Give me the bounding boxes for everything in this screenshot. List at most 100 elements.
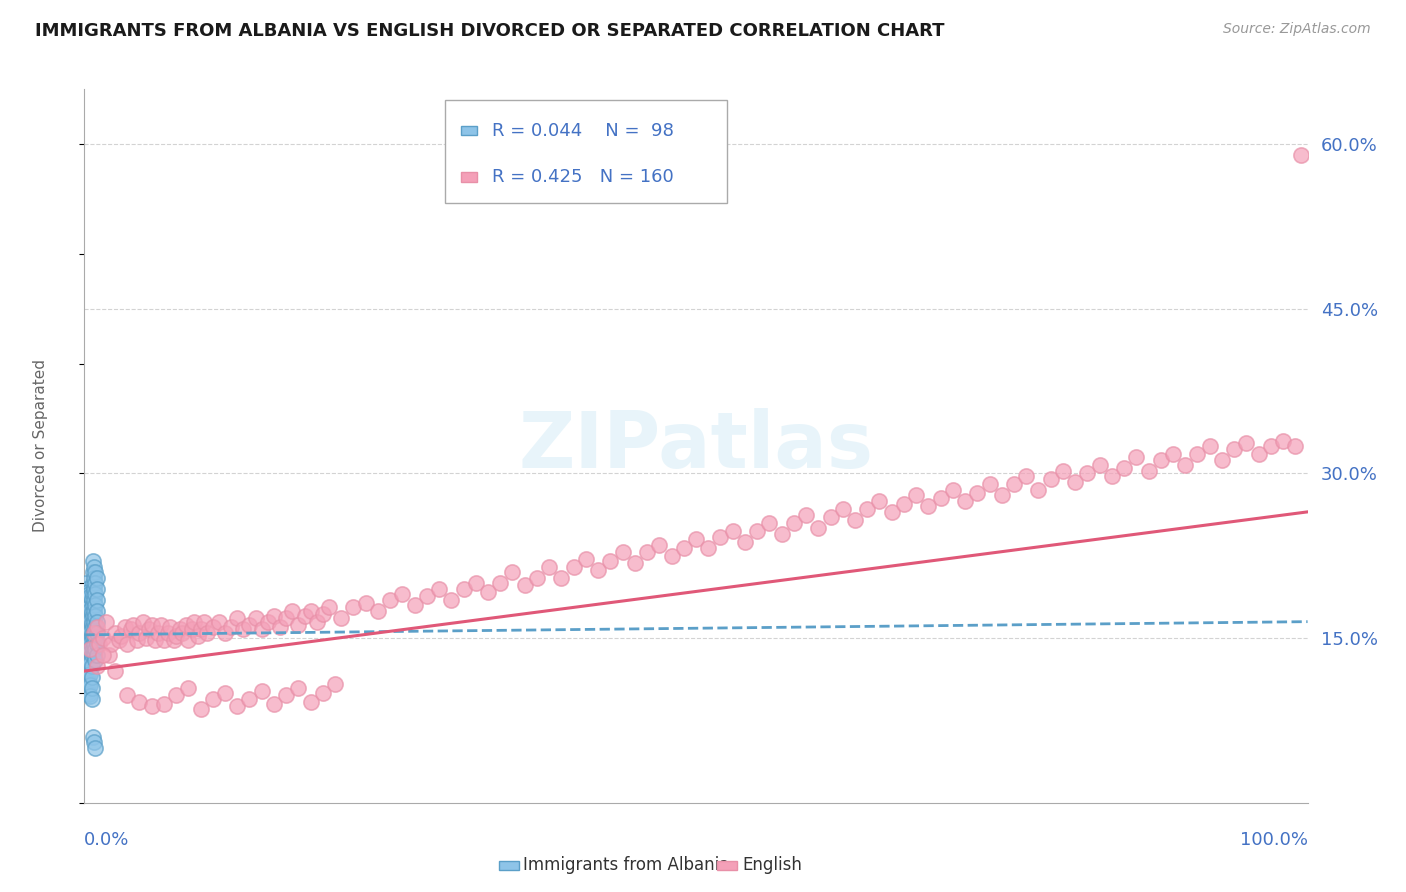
Point xyxy=(110,629,132,643)
Point xyxy=(76,672,98,686)
Point xyxy=(75,681,97,695)
Point xyxy=(165,688,187,702)
Point xyxy=(146,625,169,640)
Point xyxy=(77,665,100,680)
Point xyxy=(77,623,100,637)
Point xyxy=(83,625,105,640)
Point xyxy=(312,686,335,700)
Point xyxy=(80,615,103,630)
Point xyxy=(104,664,127,678)
Point xyxy=(84,620,107,634)
Point xyxy=(453,582,475,596)
Point xyxy=(86,582,108,596)
Point xyxy=(869,494,891,508)
Point xyxy=(77,676,100,690)
Point xyxy=(312,607,335,621)
Point xyxy=(844,512,866,526)
Point xyxy=(77,652,100,666)
Point xyxy=(1076,467,1098,481)
Point xyxy=(77,640,100,655)
Point xyxy=(77,631,100,645)
Point xyxy=(299,604,322,618)
Point xyxy=(208,615,231,629)
Point xyxy=(1150,453,1173,467)
Point xyxy=(86,615,108,629)
Point xyxy=(1198,439,1220,453)
Point xyxy=(77,687,100,701)
Point xyxy=(77,643,100,657)
Point xyxy=(77,620,100,634)
Point xyxy=(77,609,100,624)
Point xyxy=(91,631,114,645)
Point xyxy=(77,685,100,699)
Point xyxy=(367,604,389,618)
Point xyxy=(966,486,988,500)
Point xyxy=(141,618,163,632)
Point xyxy=(195,625,218,640)
Point xyxy=(747,524,769,538)
Point xyxy=(115,688,138,702)
Point xyxy=(80,691,103,706)
Point xyxy=(648,538,671,552)
Point xyxy=(83,648,105,662)
Point xyxy=(181,623,204,637)
Point xyxy=(80,681,103,695)
Point xyxy=(79,624,101,639)
Point xyxy=(575,552,598,566)
Point xyxy=(84,609,107,624)
Point xyxy=(586,563,609,577)
Point xyxy=(214,625,236,640)
Point xyxy=(404,598,426,612)
Point xyxy=(770,526,793,541)
Point xyxy=(183,615,205,629)
Point xyxy=(330,611,353,625)
Point xyxy=(697,541,720,555)
Point xyxy=(86,625,108,640)
Point xyxy=(893,497,915,511)
Point xyxy=(599,554,621,568)
Point xyxy=(979,477,1001,491)
Point xyxy=(513,578,536,592)
Point xyxy=(721,524,744,538)
Point xyxy=(1260,439,1282,453)
Point xyxy=(79,645,101,659)
Point xyxy=(1015,468,1038,483)
FancyBboxPatch shape xyxy=(461,126,477,136)
Point xyxy=(76,682,98,697)
Point xyxy=(84,653,107,667)
Point xyxy=(502,566,524,580)
Point xyxy=(1137,464,1160,478)
Point xyxy=(276,611,298,625)
Point xyxy=(83,735,105,749)
Point xyxy=(391,587,413,601)
Point xyxy=(1088,458,1111,472)
Point xyxy=(141,699,163,714)
Text: Source: ZipAtlas.com: Source: ZipAtlas.com xyxy=(1223,22,1371,37)
Point xyxy=(143,633,166,648)
Point xyxy=(80,605,103,619)
Point xyxy=(250,683,273,698)
Point xyxy=(84,576,107,591)
Point xyxy=(80,626,103,640)
Point xyxy=(76,649,98,664)
Point xyxy=(84,566,107,580)
Point xyxy=(120,623,142,637)
Point xyxy=(263,697,285,711)
Point xyxy=(1052,464,1074,478)
Point xyxy=(477,585,499,599)
Point xyxy=(1174,458,1197,472)
Point xyxy=(1064,475,1087,490)
Point xyxy=(115,637,138,651)
Point xyxy=(76,661,98,675)
Point xyxy=(1028,483,1050,497)
Point xyxy=(75,648,97,662)
Point xyxy=(905,488,928,502)
Point xyxy=(734,534,756,549)
Point xyxy=(107,633,129,648)
Point xyxy=(807,521,830,535)
Point xyxy=(153,633,176,648)
Point xyxy=(226,699,249,714)
Point xyxy=(783,516,806,530)
Point xyxy=(281,604,304,618)
Text: R = 0.425   N = 160: R = 0.425 N = 160 xyxy=(492,168,673,186)
